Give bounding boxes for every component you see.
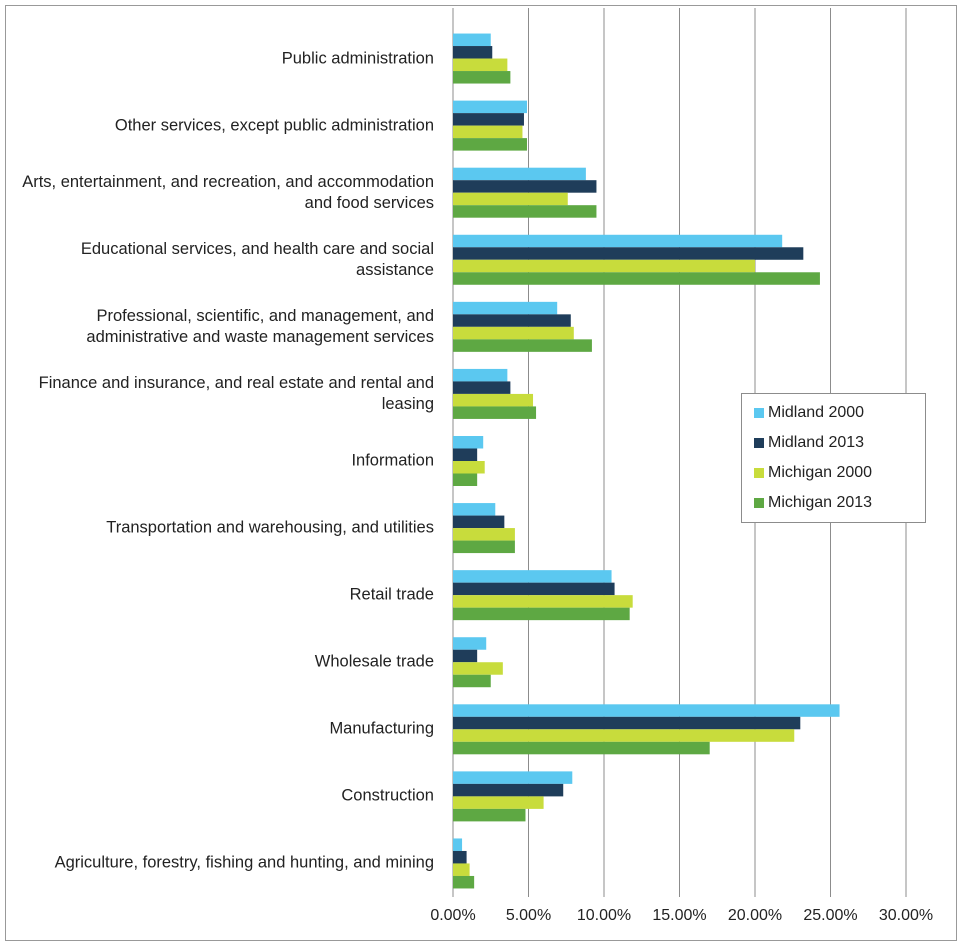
bar xyxy=(453,796,544,809)
bar xyxy=(453,875,475,889)
bar xyxy=(453,247,804,260)
bar xyxy=(453,259,755,273)
x-tick-label: 25.00% xyxy=(803,907,857,924)
category-label: Construction xyxy=(341,786,434,805)
category-label: Agriculture, forestry, fishing and hunti… xyxy=(54,853,434,872)
bar xyxy=(453,138,527,151)
bar xyxy=(453,314,571,327)
category-label: Transportation and warehousing, and util… xyxy=(106,518,434,537)
bar xyxy=(453,716,801,730)
bar xyxy=(453,595,633,608)
bar xyxy=(453,662,503,675)
category-label: Manufacturing xyxy=(329,719,434,738)
legend-label: Michigan 2013 xyxy=(768,494,872,511)
bar xyxy=(453,863,470,876)
category-label: Information xyxy=(351,451,434,470)
bar xyxy=(453,393,534,407)
legend-swatch xyxy=(754,468,764,478)
category-label: Educational services, and health care an… xyxy=(80,239,434,279)
bar xyxy=(453,741,710,755)
bar xyxy=(453,436,484,449)
legend-swatch xyxy=(754,498,764,508)
bar xyxy=(453,461,485,474)
legend-label: Midland 2000 xyxy=(768,404,864,421)
bar xyxy=(453,850,467,864)
bar xyxy=(453,528,515,541)
bar xyxy=(453,113,524,126)
bar xyxy=(453,406,537,419)
bar xyxy=(453,272,820,285)
category-label: Professional, scientific, and management… xyxy=(86,306,434,346)
category-label: Arts, entertainment, and recreation, and… xyxy=(22,172,434,212)
bar xyxy=(453,674,491,688)
legend-label: Michigan 2000 xyxy=(768,464,872,481)
category-label: Finance and insurance, and real estate a… xyxy=(38,373,434,413)
x-tick-label: 5.00% xyxy=(506,907,551,924)
legend-label: Midland 2013 xyxy=(768,434,864,451)
bar xyxy=(453,301,558,315)
bar xyxy=(453,473,478,486)
x-tick-label: 20.00% xyxy=(728,907,782,924)
bar xyxy=(453,125,523,139)
category-label: Public administration xyxy=(281,49,434,68)
bar xyxy=(453,234,783,248)
category-label: Other services, except public administra… xyxy=(114,116,434,135)
x-tick-label: 10.00% xyxy=(577,907,631,924)
bar xyxy=(453,808,526,822)
x-tick-label: 15.00% xyxy=(652,907,706,924)
bar xyxy=(453,729,795,742)
bar xyxy=(453,637,487,650)
bar xyxy=(453,167,586,181)
category-label: Retail trade xyxy=(349,585,434,604)
bar xyxy=(453,570,612,583)
bar xyxy=(453,704,840,717)
bar xyxy=(453,540,515,554)
x-tick-label: 0.00% xyxy=(430,907,475,924)
bar xyxy=(453,448,478,461)
bar xyxy=(453,58,508,72)
bar xyxy=(453,180,597,193)
bar xyxy=(453,46,493,59)
bar xyxy=(453,368,508,382)
bar xyxy=(453,100,527,114)
bar xyxy=(453,503,496,516)
bar xyxy=(453,771,573,784)
bar xyxy=(453,326,574,340)
bar xyxy=(453,838,463,851)
bar xyxy=(453,649,478,663)
bar xyxy=(453,607,630,621)
bar xyxy=(453,515,505,529)
category-label: Wholesale trade xyxy=(314,652,434,671)
legend-swatch xyxy=(754,438,764,448)
bar xyxy=(453,71,511,84)
bar xyxy=(453,33,491,47)
bar xyxy=(453,783,564,797)
bar xyxy=(453,339,592,352)
bar xyxy=(453,192,568,206)
bar xyxy=(453,582,615,596)
bar xyxy=(453,381,511,394)
chart-frame xyxy=(5,5,957,941)
legend-box xyxy=(741,393,926,523)
bar xyxy=(453,205,597,218)
x-tick-label: 30.00% xyxy=(879,907,933,924)
legend-swatch xyxy=(754,408,764,418)
